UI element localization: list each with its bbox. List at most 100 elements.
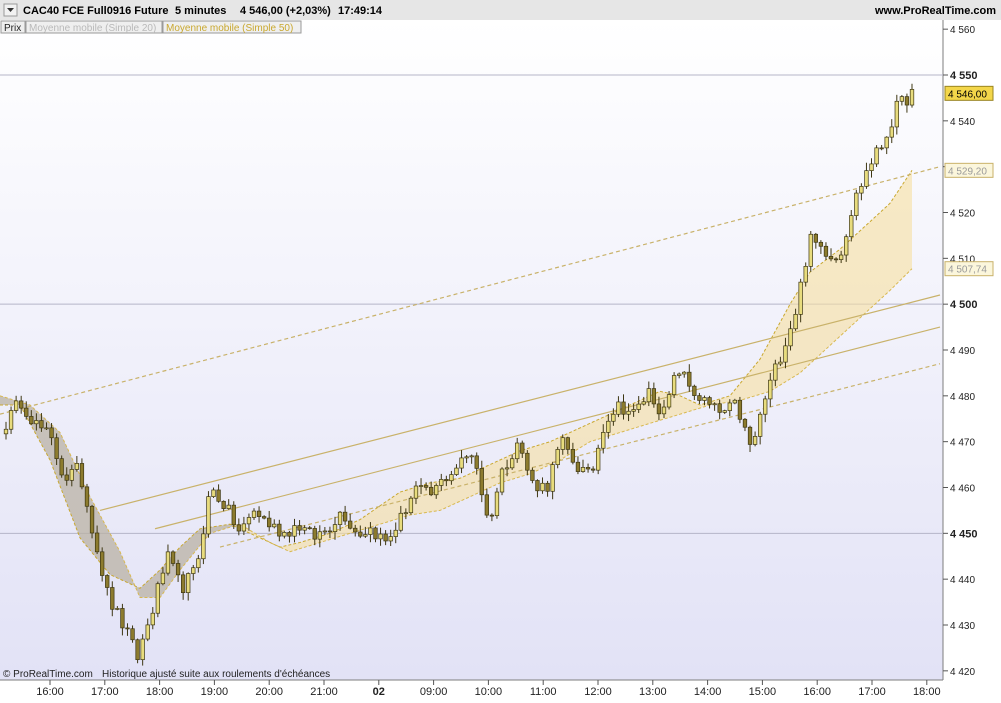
candle[interactable] (752, 431, 758, 447)
candle[interactable] (13, 395, 19, 414)
candle[interactable] (332, 516, 338, 540)
candle[interactable] (849, 210, 854, 242)
candle[interactable] (808, 230, 813, 272)
candle[interactable] (312, 525, 317, 546)
candle[interactable] (110, 581, 115, 617)
candle[interactable] (560, 434, 565, 455)
trend-line[interactable] (99, 294, 941, 511)
candle[interactable] (165, 544, 171, 576)
candle[interactable] (636, 396, 641, 414)
candle[interactable] (434, 483, 439, 499)
candle[interactable] (783, 337, 788, 369)
candle[interactable] (525, 450, 530, 476)
candle[interactable] (869, 158, 874, 178)
candle[interactable] (287, 530, 292, 543)
candle[interactable] (105, 574, 110, 596)
candle[interactable] (79, 458, 85, 490)
candle[interactable] (160, 567, 166, 586)
candle[interactable] (125, 623, 130, 636)
candle[interactable] (44, 422, 49, 431)
candle[interactable] (747, 425, 753, 453)
candle[interactable] (682, 371, 687, 378)
candle[interactable] (368, 522, 373, 543)
candle[interactable] (383, 530, 388, 546)
candle[interactable] (388, 529, 393, 546)
candle[interactable] (49, 423, 54, 446)
candle[interactable] (727, 399, 732, 417)
candle[interactable] (494, 487, 500, 519)
candle[interactable] (509, 454, 515, 470)
candle[interactable] (742, 417, 748, 432)
candle[interactable] (722, 409, 727, 415)
legend-item-ma20-box[interactable] (25, 20, 163, 34)
candle[interactable] (844, 234, 849, 262)
candle[interactable] (221, 500, 226, 512)
candle[interactable] (363, 526, 368, 538)
candle[interactable] (859, 183, 864, 201)
candle[interactable] (535, 479, 540, 498)
candle[interactable] (39, 413, 44, 432)
candle[interactable] (611, 408, 616, 426)
candle[interactable] (251, 508, 257, 520)
candle[interactable] (211, 487, 216, 498)
candle[interactable] (29, 410, 34, 425)
candle[interactable] (322, 527, 328, 535)
candle[interactable] (342, 505, 348, 525)
candle[interactable] (732, 398, 737, 405)
candle[interactable] (186, 572, 191, 601)
candle[interactable] (272, 519, 277, 529)
candle[interactable] (94, 525, 100, 555)
candle[interactable] (661, 399, 667, 419)
candle[interactable] (241, 516, 247, 535)
candle[interactable] (803, 262, 808, 287)
candle[interactable] (590, 466, 596, 473)
candle[interactable] (413, 481, 419, 505)
candle[interactable] (69, 464, 74, 487)
candle[interactable] (226, 499, 231, 510)
candle[interactable] (307, 525, 312, 530)
candle[interactable] (403, 508, 409, 520)
candle[interactable] (469, 454, 474, 464)
candle[interactable] (418, 478, 424, 495)
legend-item-price-box[interactable] (0, 20, 26, 34)
candle[interactable] (702, 395, 707, 406)
candle[interactable] (580, 459, 586, 473)
candle[interactable] (327, 526, 333, 539)
candle[interactable] (813, 232, 818, 249)
candle[interactable] (712, 402, 717, 411)
candle[interactable] (150, 607, 155, 630)
candle[interactable] (499, 467, 505, 496)
candle[interactable] (621, 394, 626, 420)
candle[interactable] (864, 162, 869, 189)
candle[interactable] (206, 491, 211, 538)
candle[interactable] (833, 257, 839, 263)
candle[interactable] (464, 455, 469, 464)
candle[interactable] (585, 463, 591, 473)
candle[interactable] (373, 526, 378, 543)
candle[interactable] (530, 467, 535, 484)
candle[interactable] (302, 525, 307, 535)
trend-line[interactable] (0, 166, 941, 415)
candle[interactable] (641, 396, 646, 406)
candle[interactable] (894, 94, 899, 135)
candle[interactable] (763, 395, 768, 423)
candle[interactable] (758, 411, 763, 445)
candle[interactable] (282, 531, 287, 539)
candle[interactable] (768, 373, 773, 407)
candle[interactable] (484, 488, 489, 518)
candle[interactable] (677, 372, 682, 379)
candle[interactable] (606, 414, 611, 439)
candle[interactable] (899, 95, 905, 106)
candle[interactable] (353, 524, 358, 537)
candle[interactable] (297, 520, 302, 536)
candle[interactable] (631, 403, 636, 417)
candle[interactable] (89, 504, 95, 539)
candle[interactable] (449, 470, 454, 485)
candle[interactable] (423, 482, 429, 491)
candle[interactable] (175, 559, 181, 582)
legend-item-ma50-box[interactable] (162, 20, 302, 34)
candle[interactable] (874, 145, 879, 167)
candle[interactable] (823, 242, 829, 260)
candle[interactable] (909, 83, 915, 108)
candle[interactable] (196, 554, 201, 573)
